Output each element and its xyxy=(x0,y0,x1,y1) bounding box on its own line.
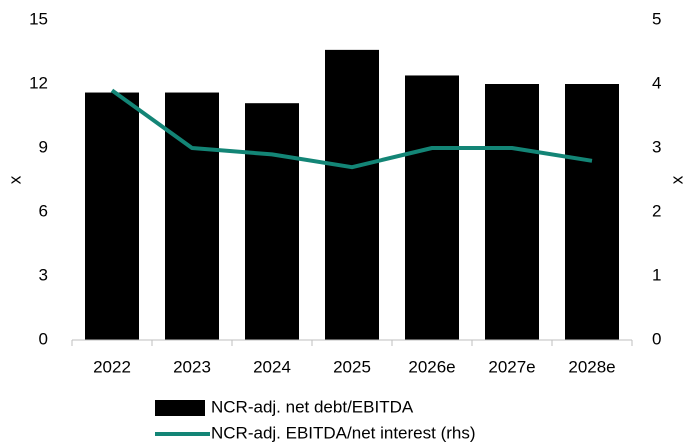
x-tick-label: 2028e xyxy=(568,357,615,376)
y2-tick-label: 3 xyxy=(652,137,661,156)
y-tick-label: 3 xyxy=(39,265,48,284)
bar xyxy=(165,92,219,341)
x-tick-label: 2027e xyxy=(488,357,535,376)
legend-swatch xyxy=(155,400,205,416)
bar xyxy=(485,84,539,340)
bar xyxy=(85,92,139,341)
y-tick-label: 6 xyxy=(39,201,48,220)
line xyxy=(110,88,593,170)
y-tick-label: 0 xyxy=(39,329,48,348)
bar xyxy=(325,49,379,340)
bar xyxy=(245,103,299,340)
y-tick-label: 15 xyxy=(29,9,48,28)
x-tick-label: 2022 xyxy=(93,357,131,376)
bar xyxy=(565,84,619,340)
legend-label: NCR-adj. EBITDA/net interest (rhs) xyxy=(211,423,476,442)
y2-tick-label: 1 xyxy=(652,265,661,284)
x-tick-label: 2026e xyxy=(408,357,455,376)
x-tick-label: 2025 xyxy=(333,357,371,376)
x-tick-label: 2023 xyxy=(173,357,211,376)
x-tick-label: 2024 xyxy=(253,357,291,376)
y2-tick-label: 4 xyxy=(652,73,661,92)
y2-tick-label: 0 xyxy=(652,329,661,348)
legend-label: NCR-adj. net debt/EBITDA xyxy=(211,397,414,416)
y2-axis-label: x xyxy=(667,175,686,184)
y-tick-label: 9 xyxy=(39,137,48,156)
y2-tick-label: 2 xyxy=(652,201,661,220)
y-axis-label: x xyxy=(5,175,24,184)
y2-tick-label: 5 xyxy=(652,9,661,28)
y-tick-label: 12 xyxy=(29,73,48,92)
bar xyxy=(405,75,459,340)
